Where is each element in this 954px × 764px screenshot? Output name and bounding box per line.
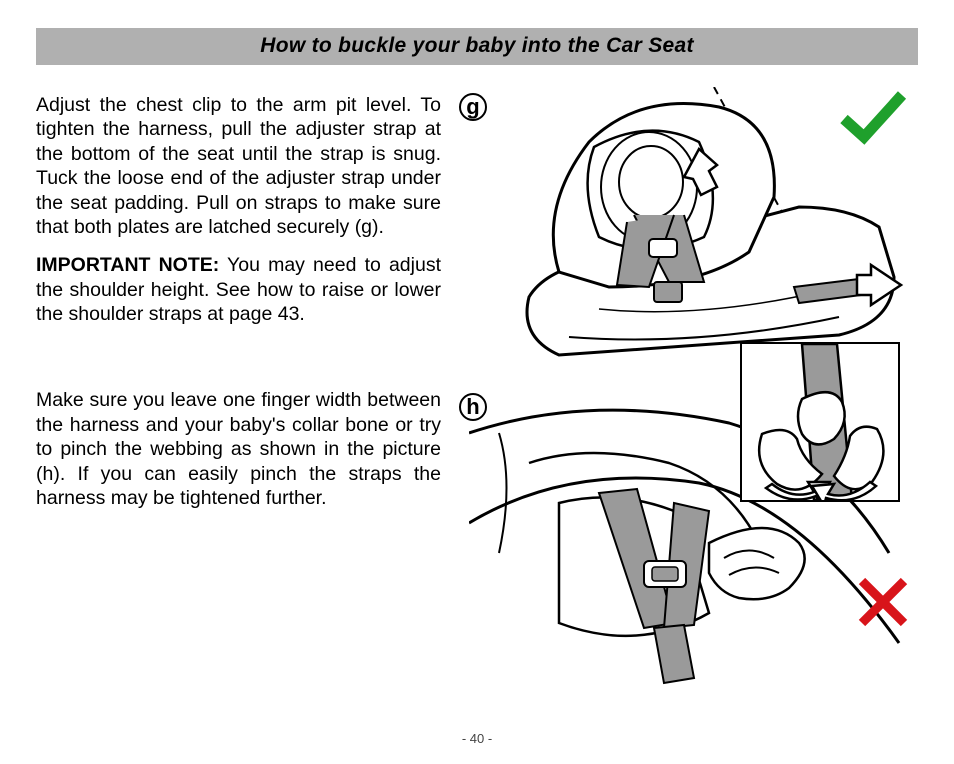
illustration-column: g	[459, 93, 918, 510]
section-title-bar: How to buckle your baby into the Car Sea…	[36, 28, 918, 65]
section-title: How to buckle your baby into the Car Sea…	[260, 34, 694, 57]
text-column: Adjust the chest clip to the arm pit lev…	[36, 93, 441, 510]
paragraph-note: IMPORTANT NOTE: You may need to adjust t…	[36, 253, 441, 326]
figure-g-carseat	[499, 87, 919, 377]
cross-icon	[856, 575, 910, 629]
page-number: - 40 -	[0, 731, 954, 746]
inset-illustration	[742, 344, 898, 500]
paragraph-g: Adjust the chest clip to the arm pit lev…	[36, 93, 441, 239]
paragraph-h: Make sure you leave one finger width bet…	[36, 388, 441, 510]
figure-label-g: g	[459, 93, 487, 121]
figure-h-inset	[740, 342, 900, 502]
note-label: IMPORTANT NOTE:	[36, 254, 219, 276]
content-row: Adjust the chest clip to the arm pit lev…	[36, 93, 918, 510]
